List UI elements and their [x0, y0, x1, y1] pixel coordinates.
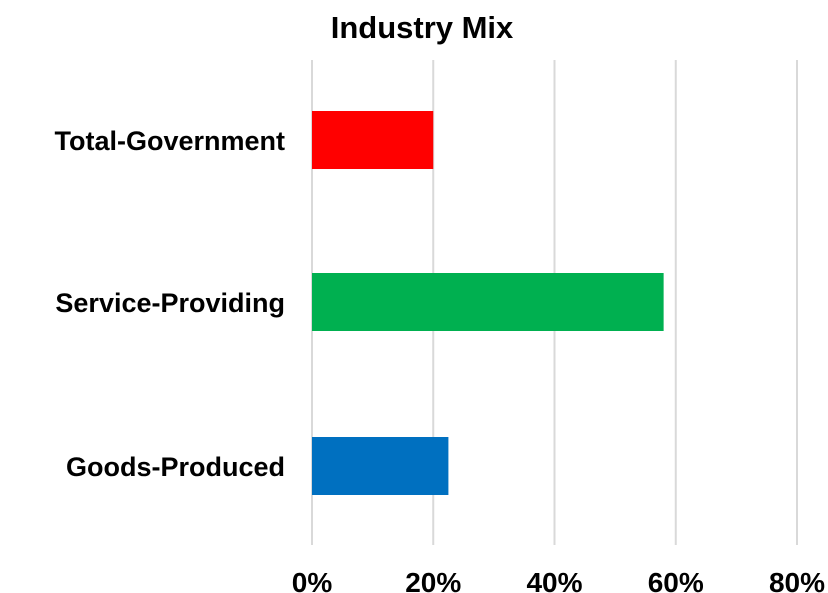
chart-title: Industry Mix	[331, 10, 514, 45]
category-label: Total-Government	[54, 126, 285, 156]
bar-service-providing	[312, 273, 664, 331]
category-label: Goods-Produced	[66, 452, 285, 482]
bar-total-government	[312, 111, 434, 169]
category-label: Service-Providing	[55, 288, 285, 318]
x-tick-label: 40%	[526, 567, 582, 593]
x-tick-labels: 0% 20% 40% 60% 80%	[292, 567, 825, 593]
x-tick-label: 0%	[292, 567, 333, 593]
bar-goods-produced	[312, 437, 449, 495]
x-tick-label: 80%	[769, 567, 825, 593]
bars	[312, 111, 664, 495]
category-labels: Total-Government Service-Providing Goods-P…	[54, 126, 285, 482]
x-tick-label: 60%	[648, 567, 704, 593]
x-tick-label: 20%	[405, 567, 461, 593]
